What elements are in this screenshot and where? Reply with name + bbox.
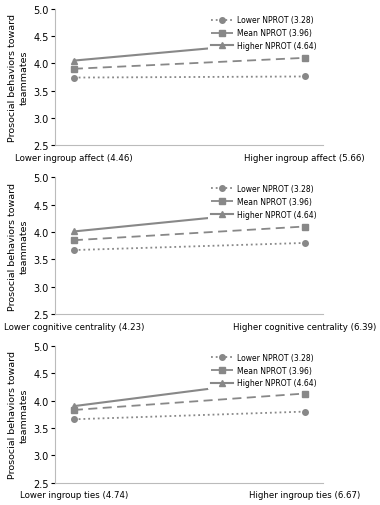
Y-axis label: Prosocial behaviors toward
teammates: Prosocial behaviors toward teammates <box>8 350 29 478</box>
Legend: Lower NPROT (3.28), Mean NPROT (3.96), Higher NPROT (4.64): Lower NPROT (3.28), Mean NPROT (3.96), H… <box>208 350 319 391</box>
Legend: Lower NPROT (3.28), Mean NPROT (3.96), Higher NPROT (4.64): Lower NPROT (3.28), Mean NPROT (3.96), H… <box>208 13 319 54</box>
Y-axis label: Prosocial behaviors toward
teammates: Prosocial behaviors toward teammates <box>8 14 29 142</box>
Legend: Lower NPROT (3.28), Mean NPROT (3.96), Higher NPROT (4.64): Lower NPROT (3.28), Mean NPROT (3.96), H… <box>208 182 319 222</box>
Y-axis label: Prosocial behaviors toward
teammates: Prosocial behaviors toward teammates <box>8 182 29 310</box>
